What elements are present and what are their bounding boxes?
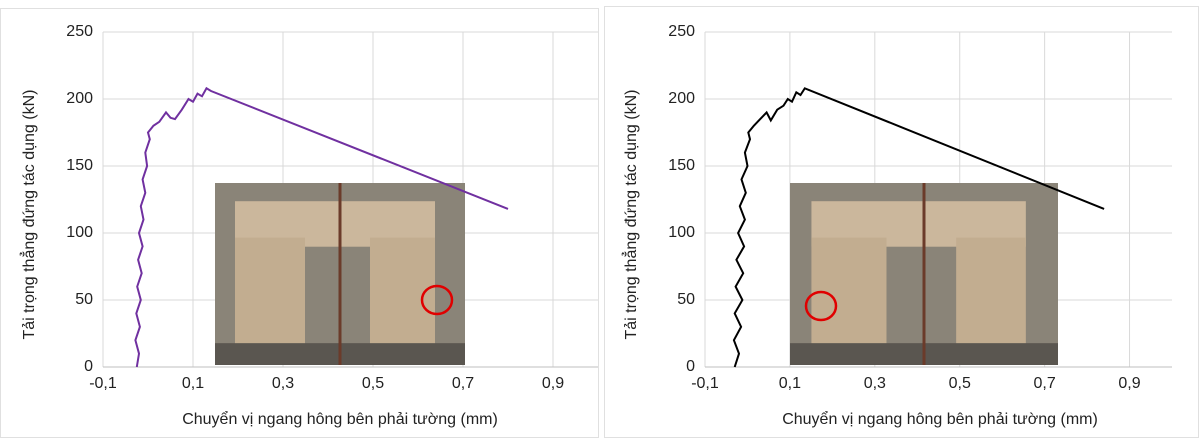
y-tick-label: 100 (66, 224, 93, 241)
photo-wall (956, 237, 1026, 347)
x-tick-label: 0,5 (949, 375, 971, 392)
y-axis-title: Tải trọng thẳng đứng tác dụng (kN) (19, 90, 38, 340)
photo-wall (235, 237, 305, 347)
y-tick-label: 250 (668, 23, 695, 40)
x-axis-title: Chuyển vị ngang hông bên phải tường (mm) (182, 410, 498, 428)
photo-circle (420, 284, 454, 316)
y-tick-label: 200 (668, 90, 695, 107)
data-line (134, 86, 509, 368)
x-tick-label: 0,5 (362, 375, 384, 392)
photo-circle (804, 290, 838, 322)
x-tick-label: 0,1 (182, 375, 204, 392)
x-axis-title: Chuyển vị ngang hông bên phải tường (mm) (782, 410, 1098, 428)
y-tick-label: 150 (66, 157, 93, 174)
x-tick-label: 0,1 (779, 375, 801, 392)
x-tick-label: 0,7 (1034, 375, 1056, 392)
y-tick-label: 50 (677, 291, 695, 308)
y-tick-label: 200 (66, 90, 93, 107)
y-tick-label: 50 (75, 291, 93, 308)
x-tick-label: 0,3 (272, 375, 294, 392)
panel-border (604, 6, 1199, 438)
y-tick-label: 250 (66, 23, 93, 40)
data-line (732, 87, 1105, 368)
x-tick-label: 0,7 (452, 375, 474, 392)
y-axis-title: Tải trọng thẳng đứng tác dụng (kN) (621, 90, 640, 340)
y-tick-label: 100 (668, 224, 695, 241)
x-tick-label: -0,1 (89, 375, 117, 392)
y-tick-label: 0 (686, 358, 695, 375)
x-tick-label: 0,9 (542, 375, 564, 392)
x-tick-label: -0,1 (691, 375, 719, 392)
y-tick-label: 0 (84, 358, 93, 375)
x-tick-label: 0,9 (1118, 375, 1140, 392)
y-tick-label: 150 (668, 157, 695, 174)
x-tick-label: 0,3 (864, 375, 886, 392)
panel-border (0, 8, 599, 438)
